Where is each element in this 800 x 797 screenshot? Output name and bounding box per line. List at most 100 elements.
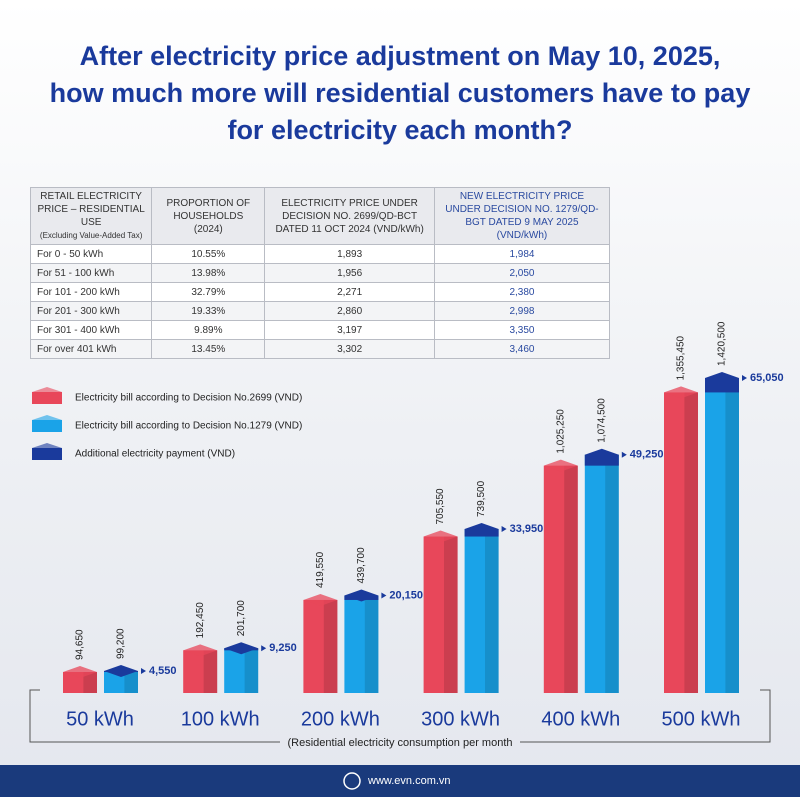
table-header-cell: ELECTRICITY PRICE UNDER DECISION NO. 269… bbox=[264, 187, 435, 245]
table-header-cell: PROPORTION OF HOUSEHOLDS (2024) bbox=[151, 187, 266, 245]
bar-top bbox=[543, 459, 578, 472]
value-label: 439,700 bbox=[356, 547, 367, 584]
header-text: RETAIL ELECTRICITY PRICE – RESIDENTIAL U… bbox=[37, 191, 145, 228]
bar bbox=[664, 392, 698, 693]
bar bbox=[423, 536, 458, 693]
value-label: 201,700 bbox=[236, 600, 247, 637]
additional-label: 49,250 bbox=[630, 449, 664, 461]
bar-top bbox=[183, 644, 218, 657]
table-cell: 13.45% bbox=[151, 339, 266, 359]
x-tick-label: 100 kWh bbox=[181, 708, 260, 730]
table-cell: 2,998 bbox=[433, 301, 611, 321]
table-cell: 19.33% bbox=[151, 301, 266, 321]
additional-cap bbox=[224, 648, 259, 651]
table-header-cell: NEW ELECTRICITY PRICE UNDER DECISION NO.… bbox=[433, 187, 611, 245]
bar-shade bbox=[485, 529, 499, 693]
bar-shade bbox=[725, 378, 739, 693]
table-cell: For 101 - 200 kWh bbox=[29, 282, 153, 302]
bar-shade bbox=[124, 671, 138, 693]
table-cell: 3,197 bbox=[264, 320, 435, 340]
table-cell: For 301 - 400 kWh bbox=[29, 320, 153, 340]
table-row: For over 401 kWh 13.45% 3,302 3,460 bbox=[29, 339, 611, 359]
bar bbox=[344, 595, 379, 693]
table-cell: 3,350 bbox=[433, 320, 611, 340]
value-label: 94,650 bbox=[75, 629, 86, 660]
header-note: (Excluding Value-Added Tax) bbox=[39, 231, 143, 240]
table-cell: 3,302 bbox=[264, 339, 435, 359]
arrow bbox=[742, 375, 747, 381]
x-tick-label: 200 kWh bbox=[301, 708, 380, 730]
table-cell: 1,984 bbox=[433, 244, 611, 264]
table-cell: 2,050 bbox=[433, 263, 611, 283]
table-cell: For 51 - 100 kWh bbox=[29, 263, 153, 283]
header-text: PROPORTION OF HOUSEHOLDS (2024) bbox=[166, 197, 251, 235]
table-cell: 3,460 bbox=[433, 339, 611, 359]
bar-shade bbox=[323, 599, 338, 693]
x-tick-label: 300 kWh bbox=[421, 708, 500, 730]
table-cell: 9.89% bbox=[151, 320, 266, 340]
arrow bbox=[621, 451, 627, 458]
legend-swatch-top bbox=[32, 415, 62, 425]
value-label: 705,550 bbox=[435, 488, 446, 525]
header-text: ELECTRICITY PRICE UNDER DECISION NO. 269… bbox=[275, 197, 424, 235]
bar-top bbox=[423, 530, 458, 543]
additional-cap bbox=[464, 529, 499, 537]
value-label: 99,200 bbox=[116, 628, 127, 659]
bar-shade bbox=[203, 650, 218, 693]
table-cell: 2,860 bbox=[264, 301, 435, 321]
bar bbox=[584, 454, 619, 693]
table-cell: For 0 - 50 kWh bbox=[29, 244, 153, 264]
table-cell: 32.79% bbox=[151, 282, 266, 302]
arrow bbox=[381, 592, 387, 599]
bar-top bbox=[303, 593, 338, 606]
table-cell: 1,956 bbox=[264, 263, 435, 283]
value-label: 739,500 bbox=[476, 480, 487, 517]
additional-cap bbox=[344, 595, 379, 600]
additional-label: 65,050 bbox=[750, 372, 784, 384]
value-label: 1,025,250 bbox=[555, 409, 566, 454]
table-row: For 101 - 200 kWh 32.79% 2,271 2,380 bbox=[29, 282, 611, 302]
bar-top bbox=[63, 666, 97, 679]
table-cell: For 201 - 300 kWh bbox=[29, 301, 153, 321]
footer-url: www.evn.com.vn bbox=[367, 775, 451, 787]
bar-shade bbox=[444, 536, 458, 693]
title-line: After electricity price adjustment on Ma… bbox=[80, 41, 721, 71]
globe-icon bbox=[343, 772, 361, 790]
title-line: how much more will residential customers… bbox=[50, 78, 751, 108]
arrow bbox=[141, 668, 146, 675]
bar-shade bbox=[605, 454, 619, 693]
additional-label: 20,150 bbox=[389, 589, 423, 601]
value-label: 419,550 bbox=[315, 551, 326, 588]
x-tick-label: 400 kWh bbox=[541, 708, 620, 730]
arrow bbox=[501, 526, 507, 533]
bar bbox=[303, 599, 338, 693]
table-row: For 0 - 50 kWh 10.55% 1,893 1,984 bbox=[29, 244, 611, 264]
legend-swatch bbox=[32, 448, 62, 460]
additional-label: 4,550 bbox=[149, 665, 177, 677]
table-row: For 51 - 100 kWh 13.98% 1,956 2,050 bbox=[29, 263, 611, 283]
bar-shade bbox=[564, 465, 578, 693]
x-tick-label: 50 kWh bbox=[66, 708, 134, 730]
arrow bbox=[261, 645, 267, 652]
legend-label: Electricity bill according to Decision N… bbox=[75, 421, 302, 432]
legend-swatch bbox=[32, 420, 62, 432]
table-cell: 1,893 bbox=[264, 244, 435, 264]
value-label: 1,355,450 bbox=[676, 335, 687, 380]
legend-swatch-top bbox=[32, 387, 62, 397]
footer-band bbox=[0, 765, 800, 797]
price-table: RETAIL ELECTRICITY PRICE – RESIDENTIAL U… bbox=[29, 187, 611, 359]
bracket bbox=[29, 689, 771, 743]
value-label: 1,420,500 bbox=[717, 321, 728, 366]
additional-cap bbox=[705, 378, 739, 393]
bar-shade bbox=[364, 595, 379, 693]
bar bbox=[183, 650, 218, 693]
title-line: for electricity each month? bbox=[227, 115, 572, 145]
bar bbox=[104, 671, 138, 693]
bar bbox=[464, 529, 499, 693]
table-header-cell: RETAIL ELECTRICITY PRICE – RESIDENTIAL U… bbox=[29, 187, 153, 245]
bar-shade bbox=[244, 648, 259, 693]
table-row: For 301 - 400 kWh 9.89% 3,197 3,350 bbox=[29, 320, 611, 340]
x-tick-label: 500 kWh bbox=[662, 708, 741, 730]
value-label: 192,450 bbox=[195, 602, 206, 639]
